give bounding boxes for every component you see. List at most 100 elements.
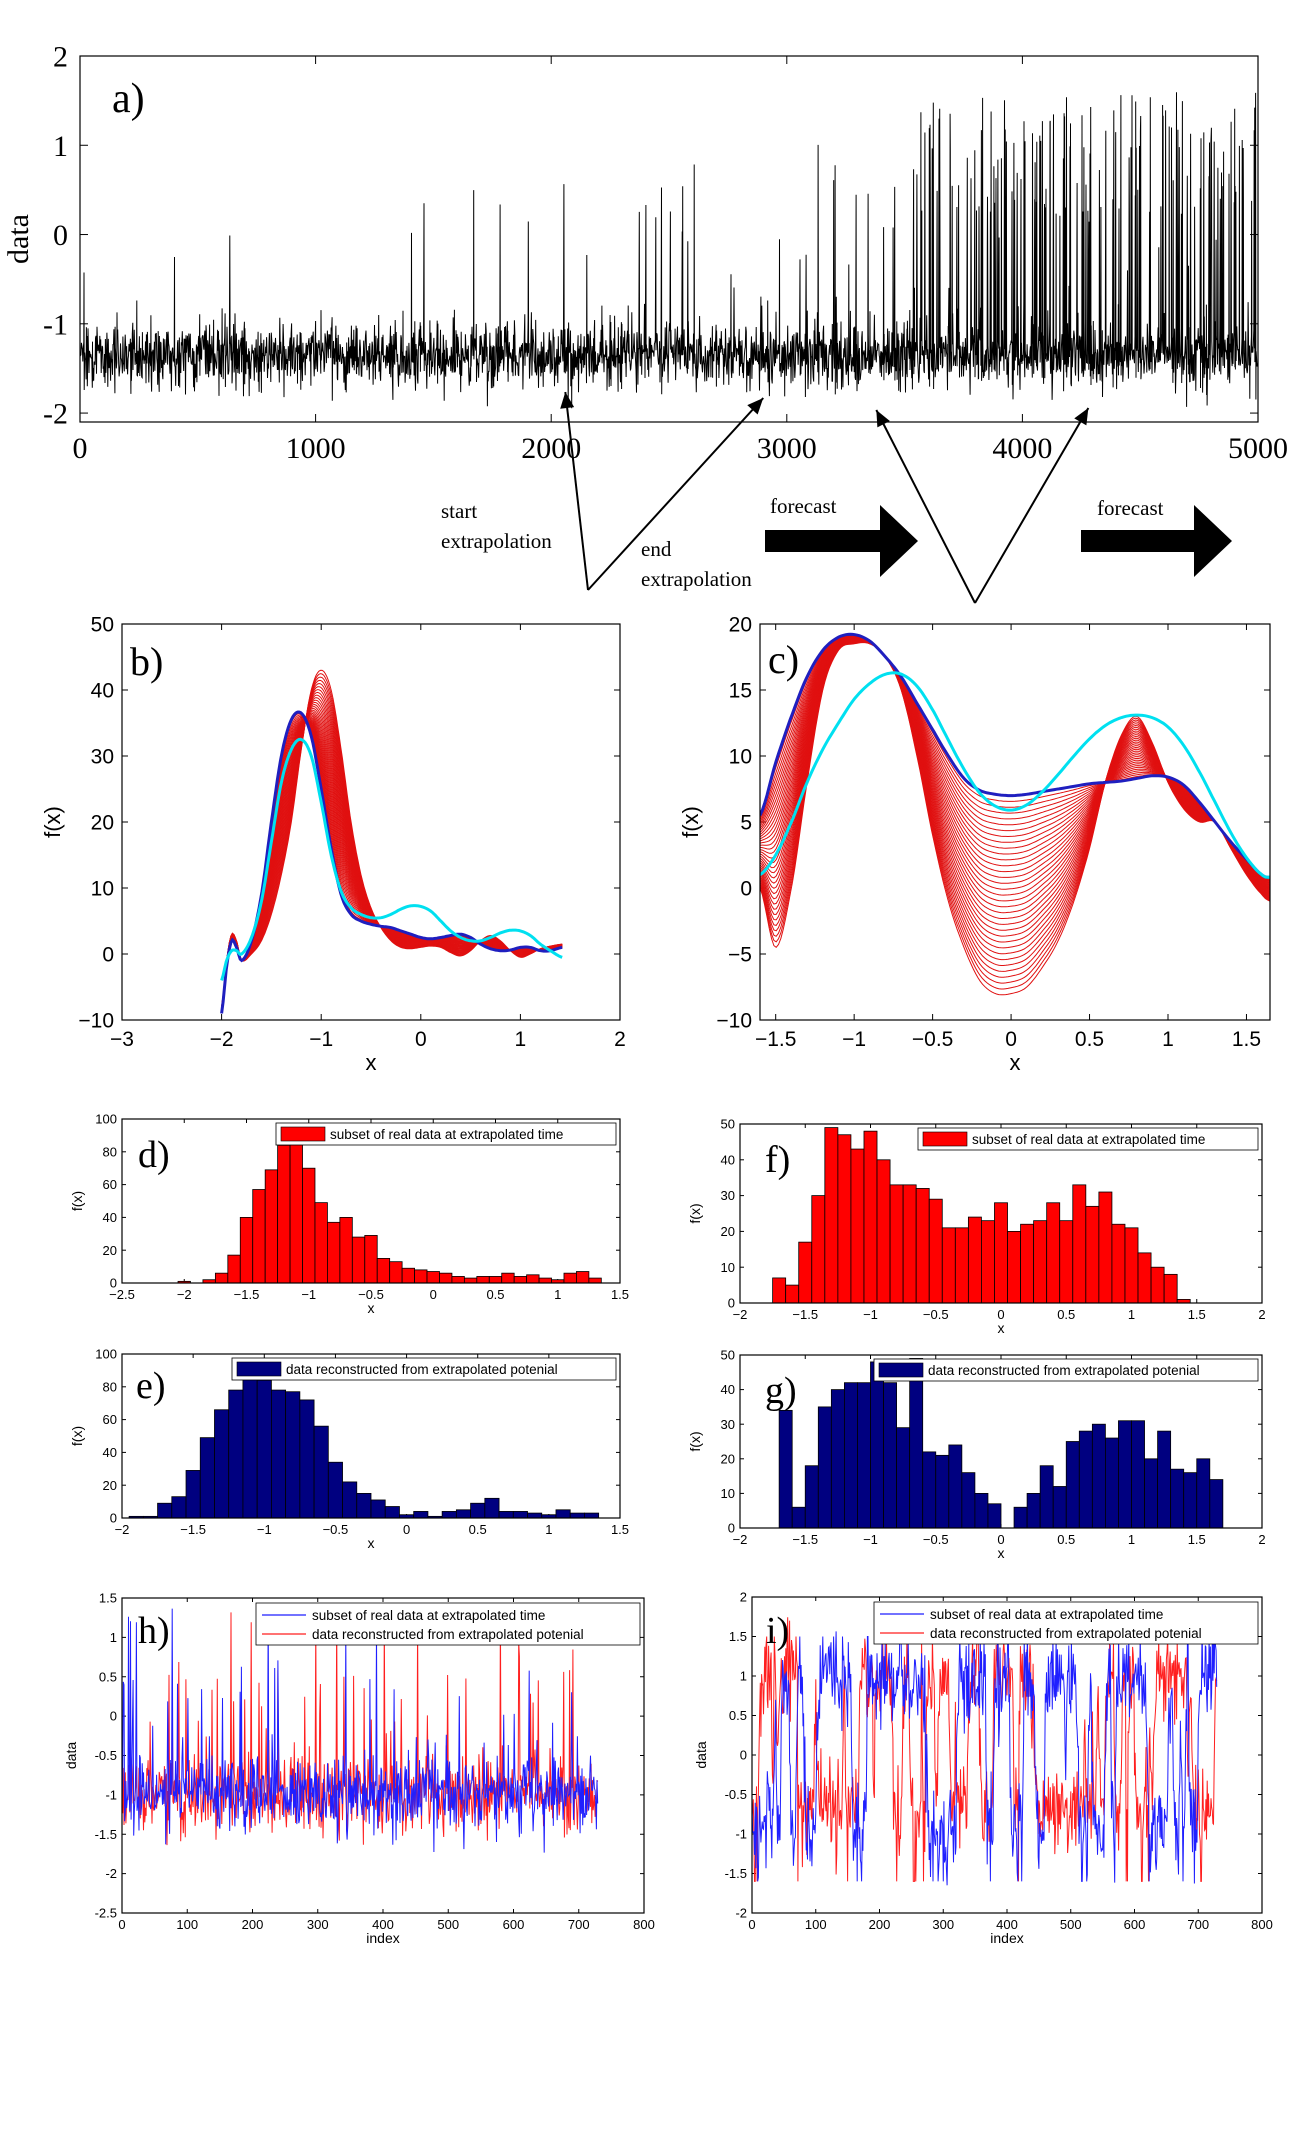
x-tick-label: −0.5: [923, 1307, 949, 1322]
red-family-curve: [760, 642, 1270, 996]
x-tick-label: 1.5: [1188, 1532, 1206, 1547]
y-tick-label: 10: [729, 745, 752, 768]
x-tick-label: 100: [805, 1917, 827, 1932]
histogram-bar: [961, 1472, 976, 1529]
y-tick-label: 40: [91, 679, 114, 702]
y-tick-label: 20: [721, 1451, 735, 1466]
y-tick-label: 0: [110, 1276, 117, 1291]
y-tick-label: 30: [91, 745, 114, 768]
y-tick-label: 5: [740, 811, 752, 834]
x-tick-label: 0.5: [486, 1287, 504, 1302]
y-axis-label: f(x): [687, 1203, 703, 1223]
y-tick-label: 50: [721, 1348, 735, 1363]
histogram-bar: [1026, 1493, 1041, 1529]
y-tick-label: 60: [103, 1177, 117, 1192]
x-tick-label: 500: [437, 1917, 459, 1932]
panel-label: e): [136, 1365, 166, 1407]
histogram-bar: [498, 1511, 514, 1519]
histogram-bar: [798, 1241, 813, 1304]
histogram-bar: [915, 1188, 930, 1304]
legend-swatch: [236, 1361, 282, 1377]
histogram-bar: [484, 1497, 500, 1519]
end-arrow-head: [747, 398, 764, 415]
histogram-bar: [1091, 1423, 1106, 1529]
legend-box: [917, 1127, 1259, 1151]
x-tick-label: 0: [1005, 1028, 1017, 1051]
panel-label: a): [112, 76, 145, 122]
y-tick-label: 20: [721, 1224, 735, 1239]
y-tick-label: 40: [103, 1445, 117, 1460]
y-tick-label: 100: [95, 1112, 117, 1127]
y-tick-label: 1: [110, 1630, 117, 1645]
histogram-bar: [228, 1389, 244, 1519]
x-tick-label: 0: [403, 1522, 410, 1537]
x-tick-label: 1: [1128, 1307, 1135, 1322]
forecast-big-arrow-1: [765, 505, 918, 577]
chart-c: −1.5 −1 −0.5 0 0.5 1 1.5 −10 −5 0 5 10 15 20 x f(x) c): [678, 613, 1271, 1075]
x-tick-label: 0.5: [469, 1522, 487, 1537]
histogram-bar: [364, 1235, 378, 1284]
x-tick-label: −1: [309, 1028, 333, 1051]
x-tick-label: 200: [869, 1917, 891, 1932]
histogram-bar: [1131, 1420, 1145, 1529]
x-tick-label: −1: [301, 1287, 316, 1302]
x-tick-label: −2: [733, 1532, 748, 1547]
histogram-bar: [576, 1271, 590, 1284]
histogram-bar: [1157, 1430, 1172, 1529]
y-tick-label: 2: [53, 41, 68, 74]
histogram-bar: [1111, 1223, 1126, 1304]
histogram-bar: [1078, 1430, 1093, 1529]
histogram-bar: [584, 1512, 600, 1519]
histogram-bar: [463, 1277, 478, 1284]
histogram-bar: [285, 1391, 301, 1519]
y-tick-label: 20: [729, 613, 752, 636]
histogram-bar: [883, 1382, 897, 1529]
y-tick-label: 50: [721, 1117, 735, 1132]
histogram-bar: [830, 1389, 845, 1529]
red-family-curve: [760, 640, 1270, 943]
histogram-bar: [277, 1144, 291, 1284]
histogram-bar: [987, 1503, 1002, 1529]
y-tick-label: -2.5: [95, 1906, 117, 1921]
histogram-bar: [876, 1159, 891, 1304]
y-tick-label: 0.5: [99, 1669, 117, 1684]
y-tick-label: 100: [95, 1347, 117, 1362]
red-family-curve: [221, 669, 563, 1007]
series-line: [80, 92, 1258, 409]
chart-i: 0 100 200 300 400 500 600 700 800 -2 -1.5 -1 -0.5 0 0.…: [693, 1590, 1273, 1946]
legend-label: data reconstructed from extrapolated pot…: [928, 1363, 1200, 1378]
x-tick-label: 1: [554, 1287, 561, 1302]
real-data-line: [122, 1608, 599, 1853]
y-tick-label: 1.5: [729, 1629, 747, 1644]
histogram-bar: [185, 1470, 201, 1519]
y-tick-label: 2: [740, 1590, 747, 1605]
y-tick-label: -2: [43, 398, 68, 431]
histogram-bar: [778, 1409, 793, 1529]
annotation-end-1: end: [641, 537, 672, 561]
chart-g: −2 −1.5 −1 −0.5 0 0.5 1 1.5 201020304050xf(x)dat…: [687, 1348, 1266, 1561]
histogram-bar: [1046, 1202, 1061, 1304]
histogram-bar: [857, 1382, 871, 1529]
x-tick-label: 100: [176, 1917, 198, 1932]
x-tick-label: 300: [307, 1917, 329, 1932]
x-tick-label: 600: [503, 1917, 525, 1932]
plot-border: [759, 623, 1271, 1021]
y-tick-label: 1: [740, 1669, 747, 1684]
x-tick-label: 700: [1187, 1917, 1209, 1932]
histogram-bar: [902, 1184, 917, 1304]
histogram-bar: [327, 1461, 343, 1519]
histogram-bar: [414, 1269, 428, 1284]
annotation-start-2: extrapolation: [441, 529, 552, 553]
histogram-bar: [928, 1198, 943, 1304]
histogram-bar: [569, 1512, 585, 1519]
legend-label: data reconstructed from extrapolated pot…: [286, 1362, 558, 1377]
y-tick-label: 0: [740, 877, 752, 900]
x-tick-label: −2: [733, 1307, 748, 1322]
panel-label: i): [766, 1610, 789, 1652]
blue-curve: [760, 632, 1270, 879]
histogram-bar: [1163, 1273, 1178, 1304]
y-tick-label: -2: [105, 1866, 117, 1881]
annotation-forecast-2: forecast: [1097, 496, 1164, 520]
y-tick-label: -1: [105, 1787, 117, 1802]
